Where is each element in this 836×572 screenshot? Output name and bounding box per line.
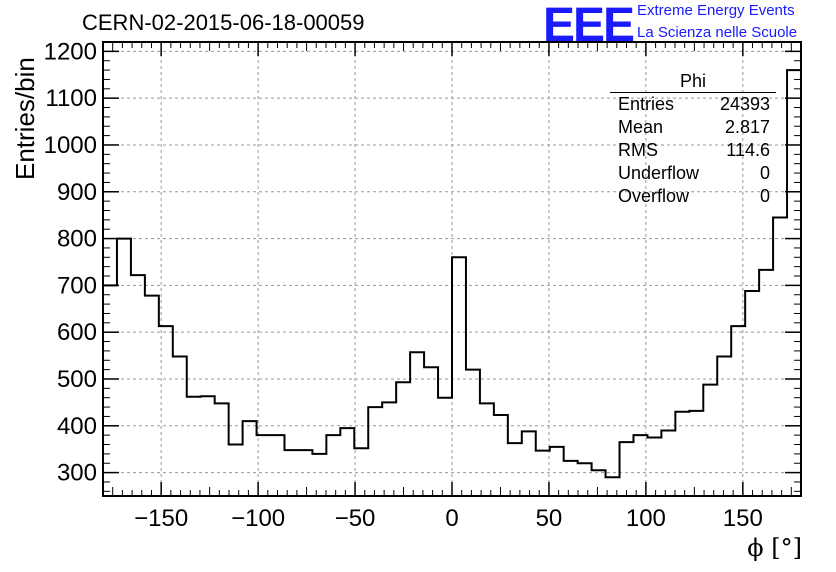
y-tick-label: 800	[57, 226, 97, 253]
y-tick-label: 300	[57, 460, 97, 487]
stats-row-underflow: Underflow 0	[610, 162, 776, 185]
y-axis-label-wrap: Entries/bin	[8, 57, 40, 330]
stats-box: Phi Entries 24393 Mean 2.817 RMS 114.6 U…	[610, 70, 776, 208]
axis-tick-labels: −150 −100 −50 0 50 100 150 300 400 500 600 700 800 90…	[44, 38, 763, 532]
x-tick-label: −150	[134, 505, 188, 532]
logo-line-2: La Scienza nelle Scuole	[637, 24, 798, 41]
y-tick-label: 700	[57, 272, 97, 299]
x-tick-label: −100	[231, 505, 285, 532]
stats-row-entries: Entries 24393	[610, 93, 776, 116]
logo-line-1: Extreme Energy Events	[637, 2, 795, 19]
y-tick-label: 500	[57, 366, 97, 393]
x-axis-label: ϕ [°]	[747, 534, 802, 562]
stats-label: Mean	[618, 117, 664, 137]
stats-value: 2.817	[724, 117, 770, 137]
y-axis-label: Entries/bin	[10, 57, 40, 180]
stats-label: Underflow	[618, 163, 700, 183]
x-tick-label: 50	[536, 505, 563, 532]
stats-label: RMS	[618, 140, 658, 160]
stats-value: 0	[759, 163, 770, 183]
stats-box-title: Phi	[610, 70, 776, 93]
stats-value: 24393	[719, 94, 770, 114]
y-tick-label: 400	[57, 413, 97, 440]
x-tick-label: −50	[335, 505, 376, 532]
stats-row-overflow: Overflow 0	[610, 185, 776, 208]
eee-logo: EEE	[543, 0, 635, 52]
stats-value: 0	[759, 186, 770, 206]
stats-label: Entries	[618, 94, 675, 114]
y-tick-label: 1000	[44, 132, 97, 159]
y-tick-label: 1100	[45, 85, 97, 112]
x-tick-label: 100	[626, 505, 666, 532]
y-tick-label: 900	[57, 179, 97, 206]
histogram-series-phi	[102, 69, 801, 496]
stats-label: Overflow	[618, 186, 690, 206]
stats-value: 114.6	[726, 140, 770, 160]
y-tick-label: 1200	[44, 38, 97, 65]
x-tick-label: 0	[445, 505, 458, 532]
stats-row-rms: RMS 114.6	[610, 139, 776, 162]
x-tick-label: 150	[723, 505, 763, 532]
chart-title: CERN-02-2015-06-18-00059	[82, 10, 365, 35]
axis-ticks	[103, 41, 801, 496]
stats-row-mean: Mean 2.817	[610, 116, 776, 139]
y-tick-label: 600	[57, 319, 97, 346]
